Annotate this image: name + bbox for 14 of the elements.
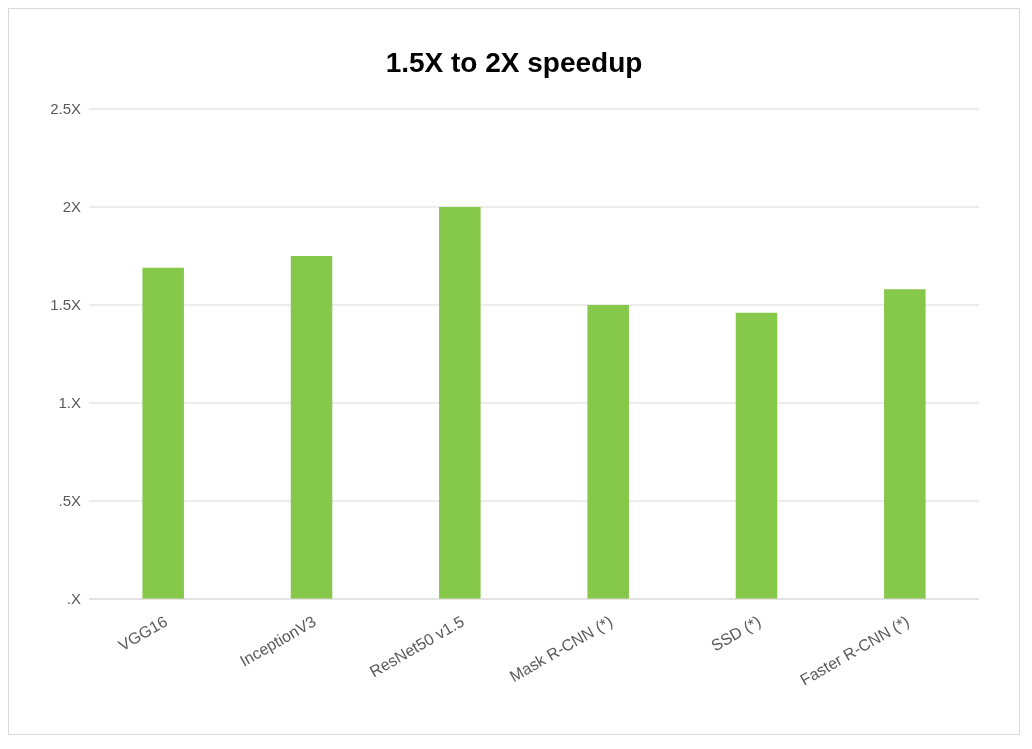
bar bbox=[439, 207, 481, 599]
y-tick-label: 2.5X bbox=[50, 100, 81, 118]
y-tick-label: .5X bbox=[58, 492, 81, 510]
y-tick-label: .X bbox=[66, 590, 81, 608]
y-tick-label: 1.5X bbox=[50, 296, 81, 314]
x-tick-label: SSD (*) bbox=[708, 612, 764, 655]
bar bbox=[290, 256, 333, 599]
bar bbox=[735, 312, 778, 599]
bar bbox=[884, 289, 926, 599]
chart-title: 1.5X to 2X speedup bbox=[384, 47, 644, 79]
bar bbox=[587, 305, 629, 599]
y-tick-label: 1.X bbox=[58, 394, 81, 412]
bar bbox=[142, 267, 184, 599]
y-tick-label: 2X bbox=[62, 198, 81, 216]
